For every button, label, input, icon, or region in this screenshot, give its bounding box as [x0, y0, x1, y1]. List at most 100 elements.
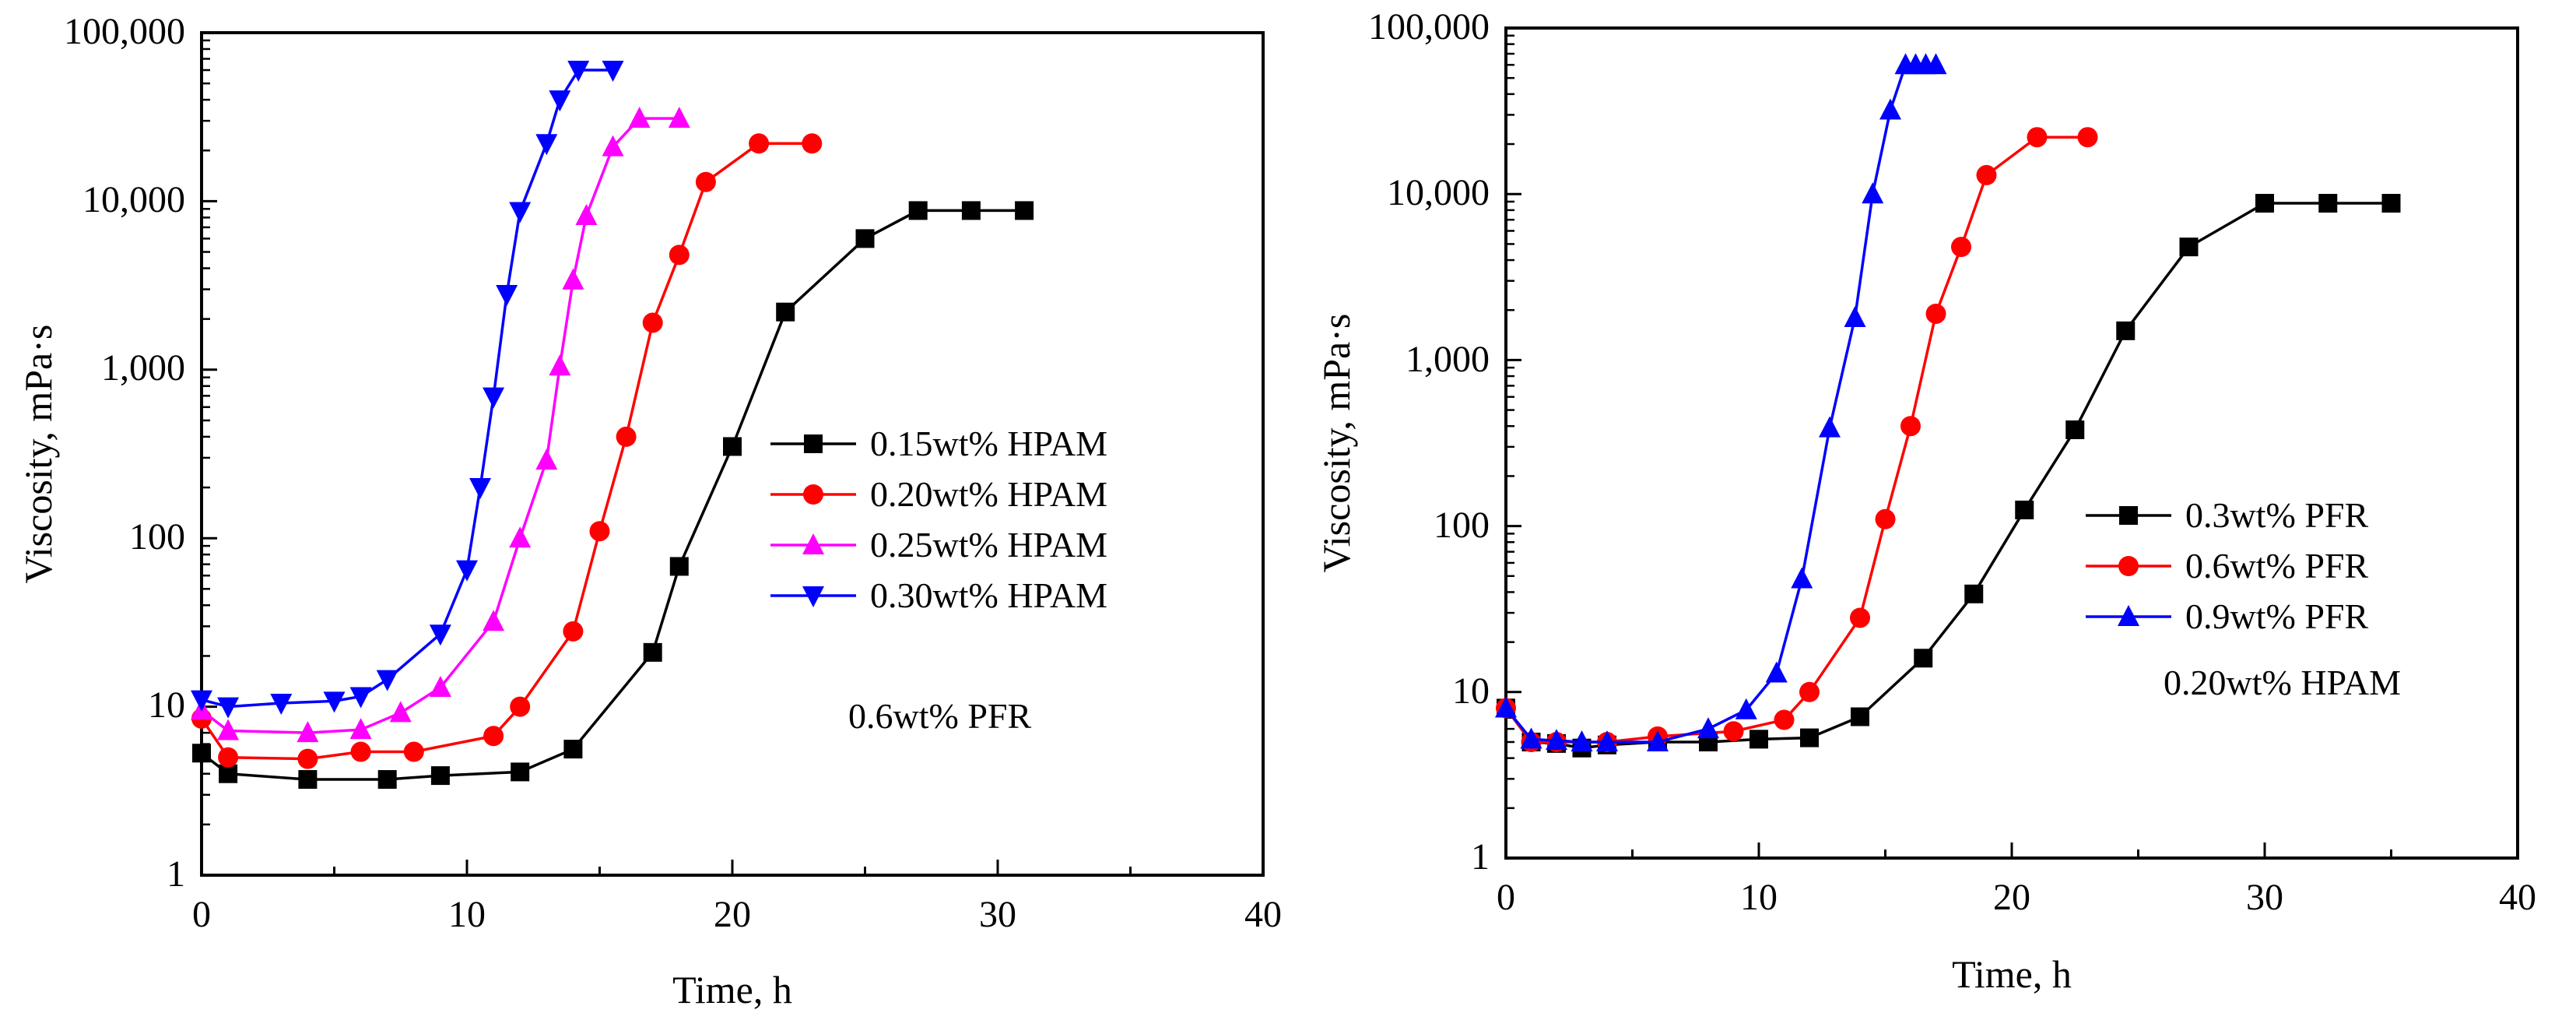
- left-series-1-point: [669, 244, 690, 266]
- left-x-axis-title: Time, h: [672, 968, 792, 1011]
- right-x-axis-title: Time, h: [1952, 952, 2072, 996]
- left-series-0-point: [643, 642, 662, 662]
- right-series-2-point: [1546, 729, 1567, 751]
- left-series-2-point: [509, 526, 532, 548]
- left-series-1-point: [616, 426, 637, 447]
- left-series-3-point: [496, 285, 518, 307]
- right-x-tick-label-10: 10: [1740, 877, 1778, 918]
- left-legend-label-0: 0.15wt% HPAM: [870, 424, 1107, 463]
- right-series-1-point: [1799, 681, 1820, 702]
- right-series-0-point: [1800, 728, 1819, 747]
- left-series-2: [191, 107, 690, 743]
- left-x-tick-label-0: 0: [192, 894, 211, 935]
- right-series-1-point: [2027, 127, 2048, 148]
- right-series-0-point: [2116, 321, 2136, 340]
- left-series-0-point: [511, 762, 530, 782]
- right-series-2-point: [1819, 416, 1841, 438]
- left-series-3-point: [217, 697, 240, 719]
- left-series-2-point: [549, 354, 571, 376]
- left-series-1-line: [200, 142, 812, 761]
- left-legend: 0.15wt% HPAM 0.20wt% HPAM 0.25wt% HPAM 0…: [770, 424, 1107, 615]
- left-legend-marker-3: [802, 586, 824, 607]
- left-series-2-point: [628, 107, 651, 128]
- left-series-3-line: [201, 69, 613, 709]
- left-legend-marker-0: [804, 434, 823, 453]
- left-legend-label-1: 0.20wt% HPAM: [870, 474, 1107, 514]
- right-series-1-point: [2077, 127, 2098, 148]
- right-series-1-line: [1504, 135, 2088, 744]
- left-series-0-point: [1015, 201, 1034, 220]
- left-series-1-point: [218, 747, 239, 768]
- left-series-1-point: [563, 621, 584, 642]
- left-series-3-point: [429, 624, 451, 646]
- left-chart: 1 10 100 1,000 10,000 100,000 0 10 20 30…: [16, 11, 1282, 1011]
- left-series-0-point: [908, 201, 928, 220]
- right-series-2-point: [1844, 305, 1866, 327]
- left-series-1-point: [510, 696, 531, 717]
- left-series-0-point: [776, 302, 795, 322]
- right-series-2-point: [1735, 698, 1757, 719]
- right-series-1-point: [1925, 303, 1946, 324]
- left-y-tick-label-1000: 1,000: [101, 347, 185, 389]
- left-series-2-point: [575, 204, 598, 226]
- left-y-tick-label-10000: 10,000: [82, 179, 185, 220]
- left-x-tick-label-40: 40: [1244, 894, 1282, 935]
- right-series-0-point: [2179, 237, 2199, 257]
- left-series-2-point: [349, 718, 372, 740]
- right-y-axis-title: Viscosity, mPa·s: [1314, 314, 1358, 573]
- left-series-1-point: [350, 741, 371, 762]
- right-series-0-point: [2318, 194, 2338, 213]
- right-series-2-point: [1495, 696, 1517, 718]
- right-series-2-point: [1791, 567, 1813, 589]
- right-legend-marker-0: [2119, 506, 2138, 525]
- left-x-tick-label-20: 20: [714, 894, 751, 935]
- left-series-1-point: [589, 521, 610, 542]
- left-series-0-point: [669, 557, 689, 576]
- right-series-2-point: [1647, 730, 1669, 751]
- right-legend-marker-2: [2118, 605, 2139, 626]
- right-series-0-point: [2255, 194, 2274, 213]
- left-series-3-point: [483, 387, 505, 409]
- left-x-tick-label-30: 30: [979, 894, 1016, 935]
- right-series-1-point: [1774, 709, 1795, 730]
- left-series-3-point: [535, 134, 558, 156]
- right-series-2-point: [1925, 53, 1947, 75]
- right-chart: 1 10 100 1,000 10,000 100,000 0 10 20 30…: [1314, 6, 2536, 996]
- left-series-0-point: [377, 770, 397, 790]
- left-series-0-point: [192, 744, 211, 763]
- left-series-3-point: [376, 670, 398, 691]
- right-series-group: [1495, 53, 2401, 758]
- left-series-2-point: [535, 448, 558, 470]
- right-legend-label-0: 0.3wt% PFR: [2185, 495, 2368, 535]
- right-series-2-point: [1520, 727, 1542, 749]
- left-series-1: [191, 133, 823, 769]
- right-series-1-point: [1850, 607, 1870, 628]
- left-series-0-point: [961, 201, 981, 220]
- left-legend-label-2: 0.25wt% HPAM: [870, 525, 1107, 565]
- right-y-tick-label-10: 10: [1452, 670, 1490, 712]
- right-series-2-point: [1765, 661, 1788, 683]
- left-y-tick-label-10: 10: [148, 684, 185, 726]
- right-series-2-point: [1571, 730, 1593, 751]
- right-series-1-point: [1976, 164, 1997, 185]
- right-series-1-point: [1875, 508, 1896, 529]
- right-series-2-point: [1596, 730, 1618, 751]
- right-series-2-point: [1879, 98, 1901, 120]
- right-y-tick-label-100000: 100,000: [1368, 6, 1490, 47]
- left-series-group: [191, 61, 1034, 790]
- left-legend-marker-2: [802, 533, 824, 554]
- left-series-3-point: [323, 691, 346, 713]
- left-series-1-point: [749, 133, 770, 154]
- left-series-3-point: [270, 694, 293, 716]
- left-series-2-point: [297, 721, 319, 743]
- left-series-3-point: [349, 687, 372, 709]
- left-series-0-point: [563, 740, 583, 759]
- left-series-1-point: [403, 741, 424, 762]
- left-series-1-point: [297, 748, 318, 769]
- left-series-1-point: [802, 133, 823, 154]
- right-legend-label-2: 0.9wt% PFR: [2185, 596, 2368, 636]
- right-axis-ticks: [1504, 26, 2519, 860]
- right-series-2-point: [1862, 182, 1884, 204]
- left-series-0-point: [855, 229, 875, 248]
- left-series-1-point: [642, 312, 663, 333]
